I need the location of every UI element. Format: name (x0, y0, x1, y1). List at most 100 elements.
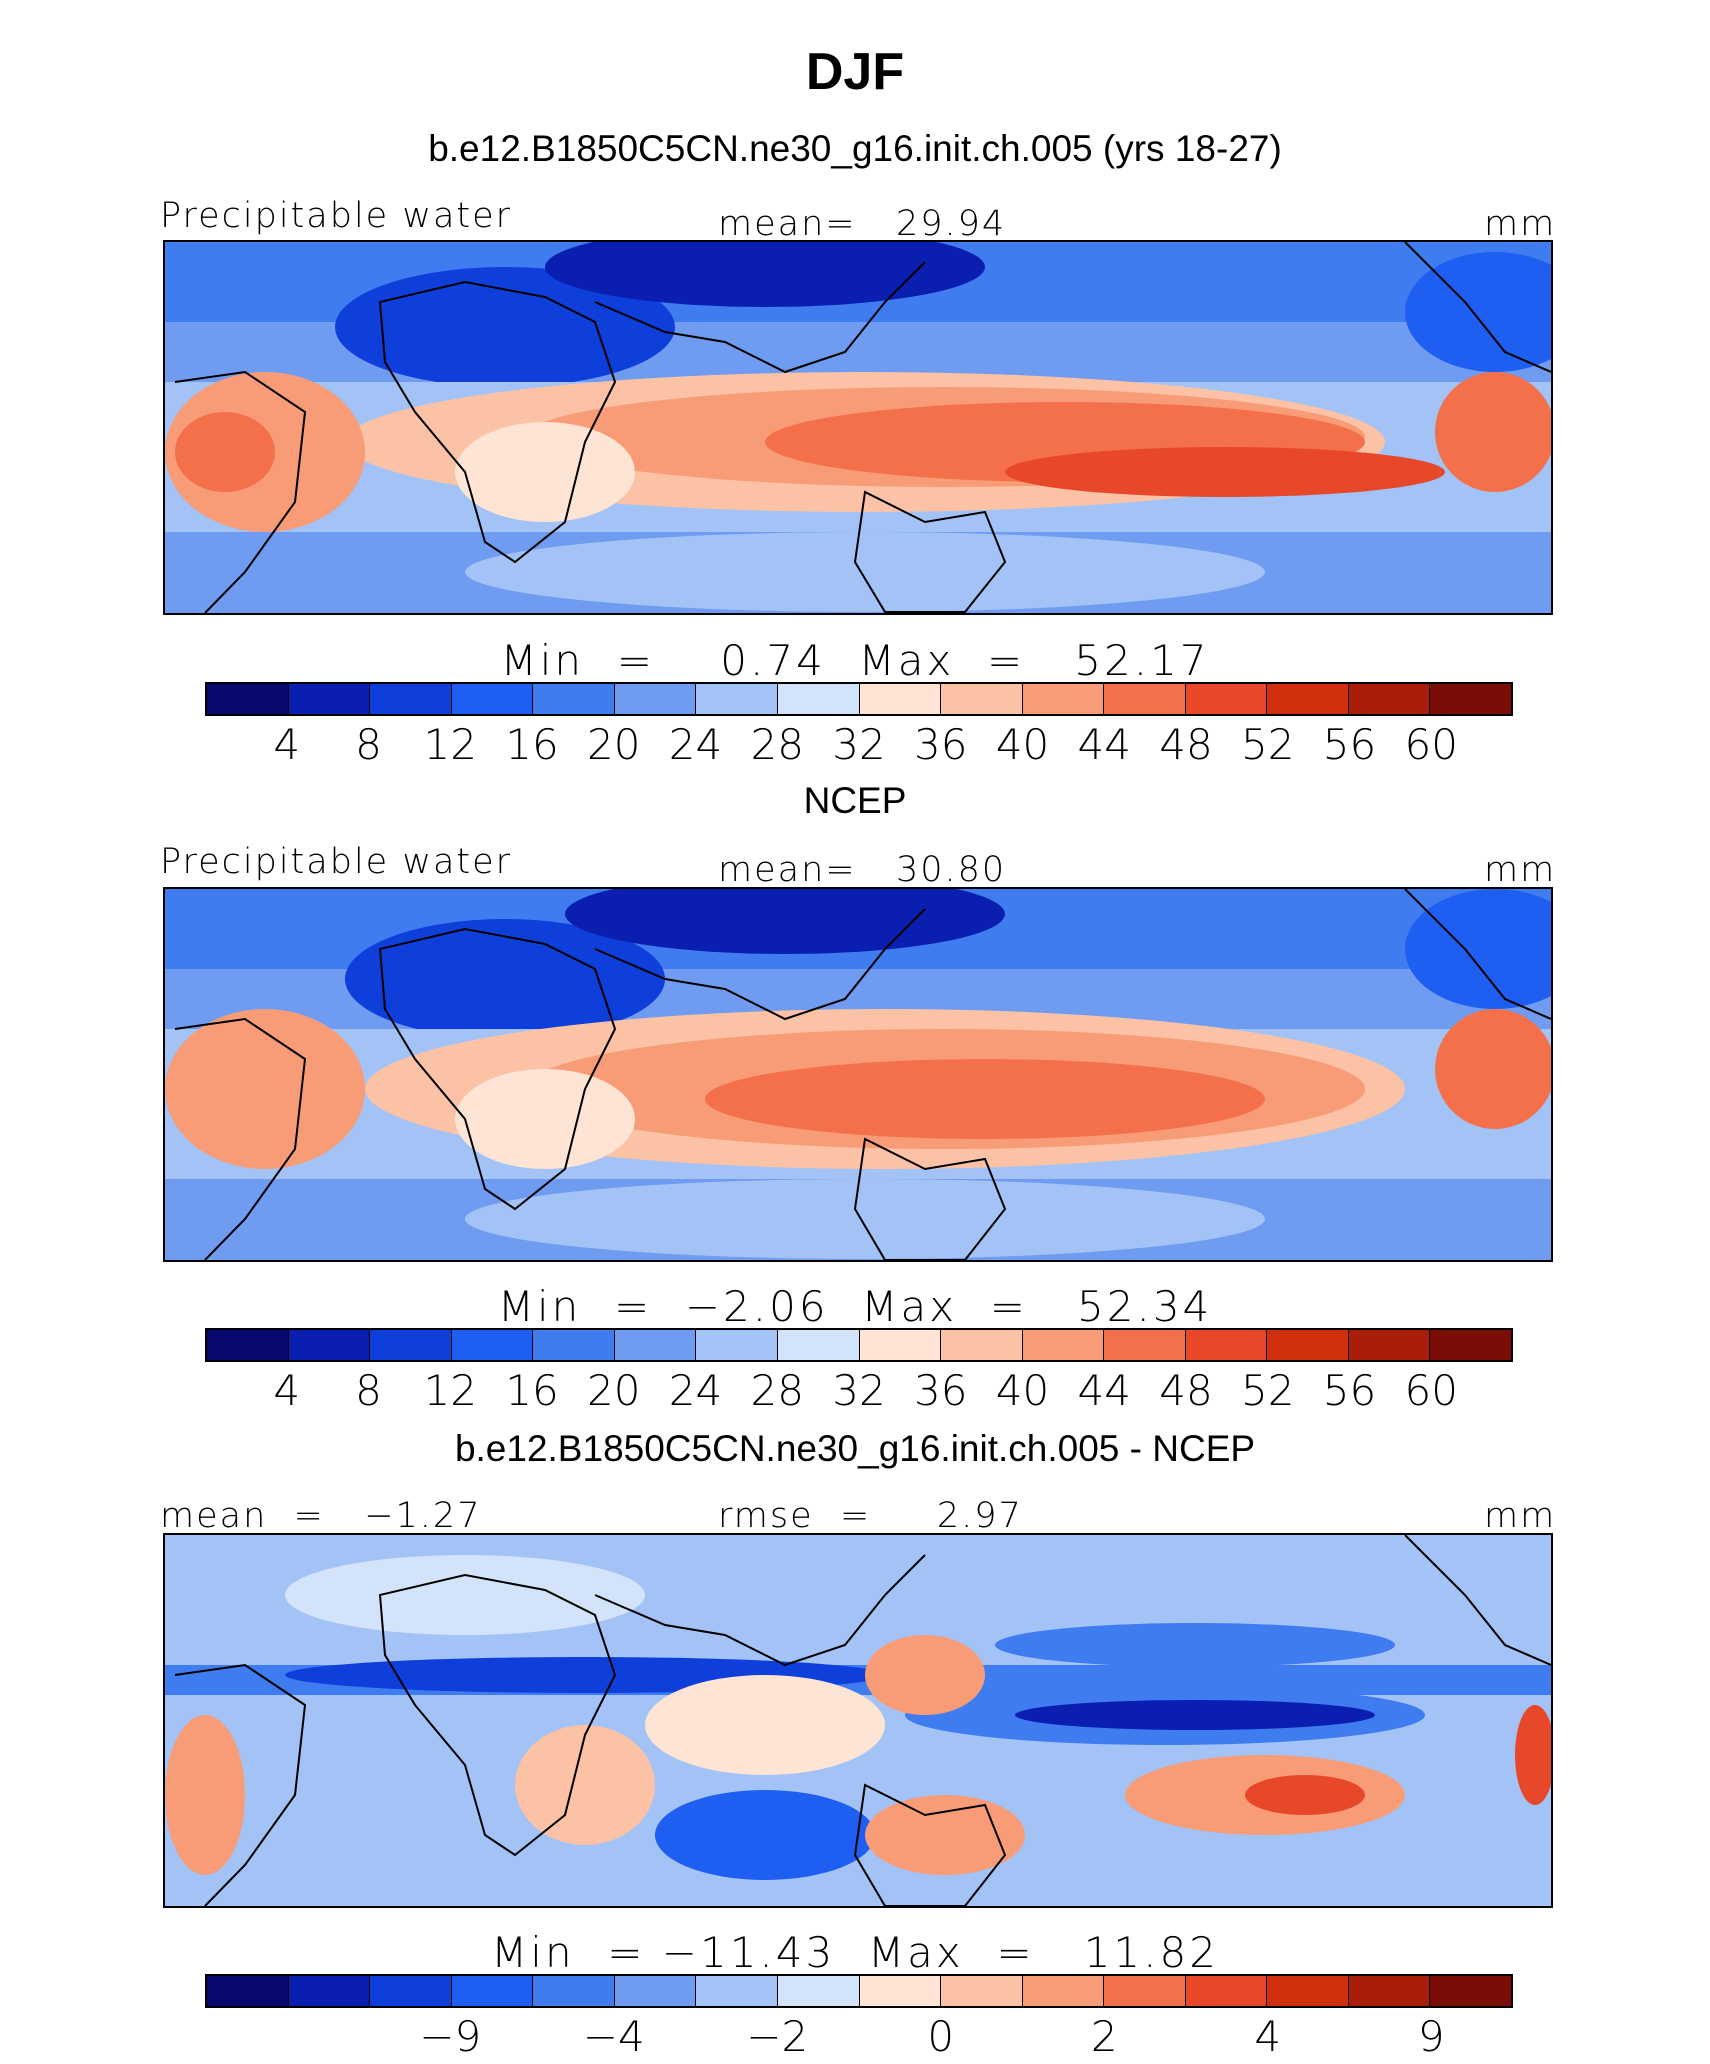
colorbar-swatch (1104, 684, 1186, 714)
colorbar-swatch (1267, 684, 1349, 714)
colorbar-swatch (207, 684, 289, 714)
colorbar-tick-label: 40 (995, 1366, 1050, 1415)
colorbar-swatch (533, 1976, 615, 2006)
colorbar-tick-label: 32 (832, 720, 886, 769)
colorbar-swatch (1185, 1976, 1268, 2006)
colorbar-tick-label: 4 (273, 720, 301, 769)
colorbar-swatch (1022, 1976, 1105, 2006)
colorbar-tick-label: 4 (1254, 2012, 1282, 2061)
colorbar-swatch (696, 1330, 778, 1360)
colorbar-swatch (1430, 684, 1511, 714)
colorbar-swatch (1430, 1976, 1511, 2006)
panel-2-map-svg (165, 889, 1551, 1260)
colorbar-swatch (614, 1330, 697, 1360)
panel-2-variable-label: Precipitable water (160, 842, 513, 882)
colorbar-swatch (1104, 1330, 1186, 1360)
panel-1-minmax: Min = 0.74 Max = 52.17 (500, 636, 1210, 685)
colorbar-swatch (533, 1330, 615, 1360)
colorbar-swatch (288, 1330, 371, 1360)
colorbar-swatch (207, 1330, 289, 1360)
colorbar-tick-label: 60 (1404, 720, 1458, 769)
colorbar-swatch (859, 684, 942, 714)
panel-1-map-svg (165, 242, 1551, 613)
colorbar-swatch (696, 684, 778, 714)
colorbar-swatch (1348, 1976, 1431, 2006)
colorbar-tick-label: 56 (1322, 720, 1377, 769)
panel-3-rmse-label: rmse = 2.97 (718, 1496, 1023, 1536)
colorbar-tick-label: 8 (355, 1366, 382, 1415)
colorbar-swatch (941, 1330, 1023, 1360)
colorbar-tick-label: 20 (587, 1366, 641, 1415)
panel-2-colorbar-ticks: 4 8 12 16 20 24 28 32 36 40 44 48 52 56 60 (205, 1366, 1513, 1416)
colorbar-swatch (696, 1976, 778, 2006)
colorbar-swatch (370, 1976, 452, 2006)
colorbar-swatch (1022, 1330, 1105, 1360)
colorbar-tick-label: 44 (1077, 1366, 1131, 1415)
colorbar-swatch (533, 684, 615, 714)
panel-1-map (163, 240, 1553, 615)
panel-1-colorbar-ticks: 4 8 12 16 20 24 28 32 36 40 44 48 52 56 60 (205, 720, 1513, 770)
colorbar-tick-label: 16 (505, 1366, 559, 1415)
colorbar-swatch (1185, 1330, 1268, 1360)
colorbar-tick-label: 60 (1404, 1366, 1458, 1415)
panel-3-units-label: mm (1484, 1496, 1557, 1536)
colorbar-tick-label: 24 (668, 720, 723, 769)
colorbar-tick-label: 48 (1159, 1366, 1213, 1415)
colorbar-tick-label: 12 (423, 720, 477, 769)
colorbar-tick-label: 48 (1159, 720, 1213, 769)
panel-3-map (163, 1533, 1553, 1908)
colorbar-swatch (1267, 1330, 1349, 1360)
panel-2-units-label: mm (1484, 850, 1557, 890)
panel-2-minmax: Min = −2.06 Max = 52.34 (497, 1282, 1213, 1331)
colorbar-tick-label: 2 (1090, 2012, 1118, 2061)
colorbar-swatch (1430, 1330, 1511, 1360)
colorbar-tick-label: 4 (273, 1366, 301, 1415)
panel-2-map (163, 887, 1553, 1262)
colorbar-tick-label: 36 (914, 1366, 968, 1415)
colorbar-swatch (451, 684, 534, 714)
colorbar-tick-label: 32 (832, 1366, 886, 1415)
colorbar-swatch (941, 684, 1023, 714)
colorbar-swatch (1348, 684, 1431, 714)
colorbar-swatch (777, 1330, 860, 1360)
panel-1-variable-label: Precipitable water (160, 196, 513, 236)
panel-3-mean-label: mean = −1.27 (160, 1496, 482, 1536)
colorbar-swatch (1185, 684, 1268, 714)
colorbar-swatch (1022, 684, 1105, 714)
colorbar-swatch (859, 1976, 942, 2006)
colorbar-tick-label: 28 (750, 720, 804, 769)
colorbar-tick-label: 20 (587, 720, 641, 769)
panel-1-colorbar (205, 682, 1513, 716)
colorbar-tick-label: 8 (355, 720, 382, 769)
colorbar-swatch (859, 1330, 942, 1360)
colorbar-swatch (370, 684, 452, 714)
colorbar-tick-label: −2 (746, 2012, 809, 2061)
colorbar-tick-label: 52 (1241, 1366, 1295, 1415)
colorbar-swatch (370, 1330, 452, 1360)
colorbar-swatch (1104, 1976, 1186, 2006)
colorbar-tick-label: 16 (505, 720, 559, 769)
figure-title: DJF (805, 43, 905, 101)
colorbar-tick-label: 28 (750, 1366, 804, 1415)
colorbar-tick-label: −4 (582, 2012, 645, 2061)
colorbar-swatch (1267, 1976, 1349, 2006)
colorbar-swatch (288, 684, 371, 714)
colorbar-swatch (288, 1976, 371, 2006)
colorbar-tick-label: 40 (995, 720, 1050, 769)
panel-3-colorbar (205, 1974, 1513, 2008)
colorbar-swatch (451, 1976, 534, 2006)
colorbar-swatch (451, 1330, 534, 1360)
panel-2-mean-label: mean= 30.80 (718, 850, 1007, 890)
panel-1-title: b.e12.B1850C5CN.ne30_g16.init.ch.005 (yr… (428, 128, 1282, 169)
panel-2-title: NCEP (803, 780, 907, 821)
colorbar-swatch (1348, 1330, 1431, 1360)
colorbar-tick-label: 56 (1322, 1366, 1377, 1415)
colorbar-tick-label: 24 (668, 1366, 723, 1415)
panel-1-mean-label: mean= 29.94 (718, 204, 1007, 244)
colorbar-tick-label: 52 (1241, 720, 1295, 769)
panel-1-units-label: mm (1484, 204, 1557, 244)
colorbar-swatch (614, 1976, 697, 2006)
panel-3-title: b.e12.B1850C5CN.ne30_g16.init.ch.005 - N… (454, 1428, 1256, 1469)
colorbar-tick-label: 12 (423, 1366, 477, 1415)
colorbar-tick-label: 9 (1417, 2012, 1445, 2061)
